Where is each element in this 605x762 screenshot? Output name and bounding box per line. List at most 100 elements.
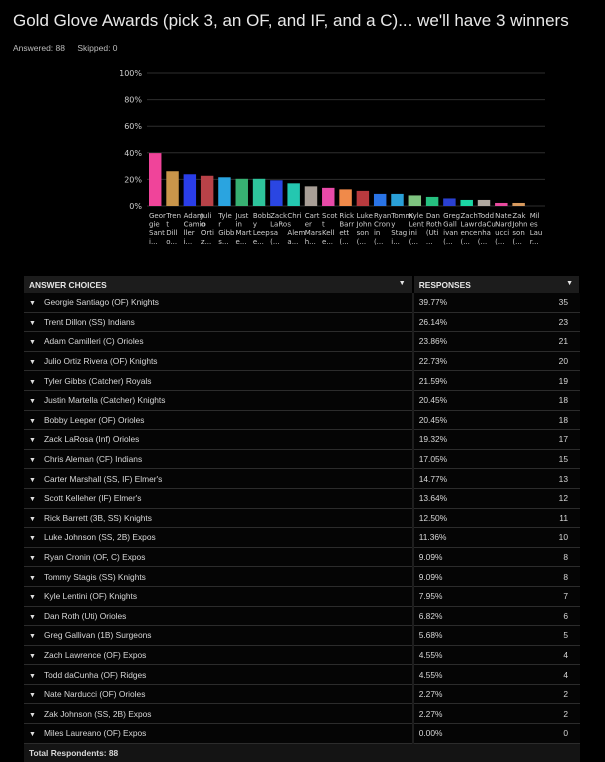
response-count: 18: [543, 410, 580, 431]
answer-choice-label: Justin Martella (Catcher) Knights: [43, 395, 166, 406]
table-row[interactable]: ▼ Chris Aleman (CF) Indians 17.05% 15: [24, 449, 580, 470]
total-row: Total Respondents: 88: [24, 743, 580, 762]
response-percent: 0.00%: [411, 723, 544, 744]
caret-down-icon[interactable]: ▼: [29, 731, 36, 739]
caret-down-icon[interactable]: ▼: [29, 555, 36, 563]
response-count: 13: [543, 468, 580, 489]
caret-down-icon[interactable]: ▼: [29, 672, 36, 680]
caret-down-icon[interactable]: ▼: [566, 280, 573, 287]
table-row[interactable]: ▼ Julio Ortiz Rivera (OF) Knights 22.73% 20: [24, 351, 580, 372]
table-row[interactable]: ▼ Rick Barrett (3B, SS) Knights 12.50% 11: [24, 508, 580, 529]
response-count: 4: [543, 664, 580, 685]
answer-choice-label: Trent Dillon (SS) Indians: [43, 316, 135, 327]
table-row[interactable]: ▼ Luke Johnson (SS, 2B) Expos 11.36% 10: [24, 527, 580, 548]
response-count: 7: [543, 586, 580, 607]
caret-down-icon[interactable]: ▼: [29, 515, 36, 523]
bar: [495, 202, 508, 206]
table-row[interactable]: ▼ Ryan Cronin (OF, C) Expos 9.09% 8: [24, 547, 580, 568]
y-tick-label: 0%: [129, 202, 142, 211]
table-row[interactable]: ▼ Nate Narducci (OF) Orioles 2.27% 2: [24, 684, 580, 705]
table-row[interactable]: ▼ Adam Camilleri (C) Orioles 23.86% 21: [24, 331, 580, 352]
x-tick-label: Bobb y Leep e...: [253, 212, 272, 246]
table-row[interactable]: ▼ Zach Lawrence (OF) Expos 4.55% 4: [24, 645, 580, 666]
caret-down-icon[interactable]: ▼: [29, 300, 36, 308]
response-percent: 5.68%: [411, 625, 544, 646]
answer-choice-cell: ▼ Georgie Santiago (OF) Knights: [24, 293, 413, 313]
table-row[interactable]: ▼ Bobby Leeper (OF) Orioles 20.45% 18: [24, 410, 580, 431]
caret-down-icon[interactable]: ▼: [29, 476, 36, 484]
x-tick-label: Scot t Kell e...: [322, 212, 338, 246]
table-row[interactable]: ▼ Miles Laureano (OF) Expos 0.00% 0: [24, 723, 580, 744]
caret-down-icon[interactable]: ▼: [29, 633, 36, 641]
x-tick-label: Greg Gall ivan (...: [443, 212, 460, 246]
response-percent: 20.45%: [411, 390, 544, 411]
response-count: 2: [543, 684, 580, 705]
table-row[interactable]: ▼ Zak Johnson (SS, 2B) Expos 2.27% 2: [24, 703, 580, 725]
table-row[interactable]: ▼ Tommy Stagis (SS) Knights 9.09% 8: [24, 566, 580, 587]
answer-choice-cell: ▼ Zach Lawrence (OF) Expos: [24, 645, 413, 666]
caret-down-icon[interactable]: ▼: [29, 711, 36, 719]
caret-down-icon[interactable]: ▼: [29, 359, 36, 367]
bar: [356, 190, 370, 206]
caret-down-icon[interactable]: ▼: [29, 535, 36, 543]
caret-down-icon[interactable]: ▼: [29, 398, 36, 406]
response-count: 8: [543, 566, 580, 587]
table-row[interactable]: ▼ Greg Gallivan (1B) Surgeons 5.68% 5: [24, 625, 580, 646]
caret-down-icon[interactable]: ▼: [29, 692, 36, 700]
table-row[interactable]: ▼ Georgie Santiago (OF) Knights 39.77% 35: [24, 293, 580, 313]
answer-choice-label: Zack LaRosa (Inf) Orioles: [43, 434, 140, 445]
table-row[interactable]: ▼ Carter Marshall (SS, IF) Elmer's 14.77% 1…: [24, 468, 580, 489]
answer-choice-cell: ▼ Luke Johnson (SS, 2B) Expos: [24, 527, 413, 548]
answer-choice-cell: ▼ Kyle Lentini (OF) Knights: [24, 586, 413, 607]
caret-down-icon[interactable]: ▼: [29, 319, 36, 327]
bar: [425, 196, 439, 206]
bar: [270, 180, 283, 206]
answer-choice-label: Dan Roth (Uti) Orioles: [43, 610, 127, 621]
caret-down-icon[interactable]: ▼: [29, 378, 36, 386]
bar: [166, 171, 179, 206]
caret-down-icon[interactable]: ▼: [29, 594, 36, 602]
x-tick-label: Ryan Cron in (...: [374, 212, 391, 246]
response-count: 12: [543, 488, 580, 509]
answer-choices-header[interactable]: ANSWER CHOICES ▼: [24, 276, 414, 293]
table-row[interactable]: ▼ Scott Kelleher (IF) Elmer's 13.64% 12: [24, 488, 580, 509]
table-row[interactable]: ▼ Todd daCunha (OF) Ridges 4.55% 4: [24, 664, 580, 685]
response-percent: 11.36%: [411, 527, 544, 548]
caret-down-icon[interactable]: ▼: [29, 437, 36, 445]
caret-down-icon[interactable]: ▼: [398, 280, 406, 287]
response-count: 4: [543, 645, 580, 666]
answer-choice-cell: ▼ Dan Roth (Uti) Orioles: [24, 606, 413, 627]
x-tick-label: Luke John son (...: [356, 212, 373, 246]
bar: [235, 178, 248, 206]
caret-down-icon[interactable]: ▼: [29, 613, 36, 621]
answer-choice-label: Kyle Lentini (OF) Knights: [43, 591, 138, 602]
caret-down-icon[interactable]: ▼: [29, 339, 36, 347]
answer-choice-cell: ▼ Rick Barrett (3B, SS) Knights: [24, 508, 413, 529]
caret-down-icon[interactable]: ▼: [29, 496, 36, 504]
caret-down-icon[interactable]: ▼: [29, 417, 36, 425]
response-percent: 14.77%: [411, 468, 544, 489]
table-row[interactable]: ▼ Justin Martella (Catcher) Knights 20.45%…: [24, 390, 580, 411]
table-row[interactable]: ▼ Zack LaRosa (Inf) Orioles 19.32% 17: [24, 429, 580, 450]
x-tick-label: Tyle r Gibb s...: [217, 212, 235, 246]
bar: [218, 177, 231, 206]
caret-down-icon[interactable]: ▼: [29, 652, 36, 660]
table-row[interactable]: ▼ Tyler Gibbs (Catcher) Royals 21.59% 19: [24, 370, 580, 391]
table-row[interactable]: ▼ Trent Dillon (SS) Indians 26.14% 23: [24, 312, 580, 333]
x-tick-label: Zak John son (...: [511, 212, 527, 246]
table-row[interactable]: ▼ Dan Roth (Uti) Orioles 6.82% 6: [24, 606, 580, 627]
caret-down-icon[interactable]: ▼: [29, 457, 36, 465]
response-count: 0: [543, 723, 580, 744]
x-tick-label: Tren t Dill o...: [165, 212, 181, 246]
answer-choice-cell: ▼ Greg Gallivan (1B) Surgeons: [24, 625, 413, 646]
bar: [408, 195, 422, 206]
response-percent: 26.14%: [411, 312, 544, 333]
responses-header[interactable]: RESPONSES ▼: [412, 276, 582, 293]
answer-choice-cell: ▼ Tyler Gibbs (Catcher) Royals: [24, 370, 413, 391]
table-row[interactable]: ▼ Kyle Lentini (OF) Knights 7.95% 7: [24, 586, 580, 607]
bar: [339, 189, 352, 206]
y-tick-label: 100%: [119, 69, 142, 78]
answer-choice-cell: ▼ Carter Marshall (SS, IF) Elmer's: [24, 468, 413, 489]
answer-choice-label: Luke Johnson (SS, 2B) Expos: [43, 532, 156, 543]
caret-down-icon[interactable]: ▼: [29, 574, 36, 582]
